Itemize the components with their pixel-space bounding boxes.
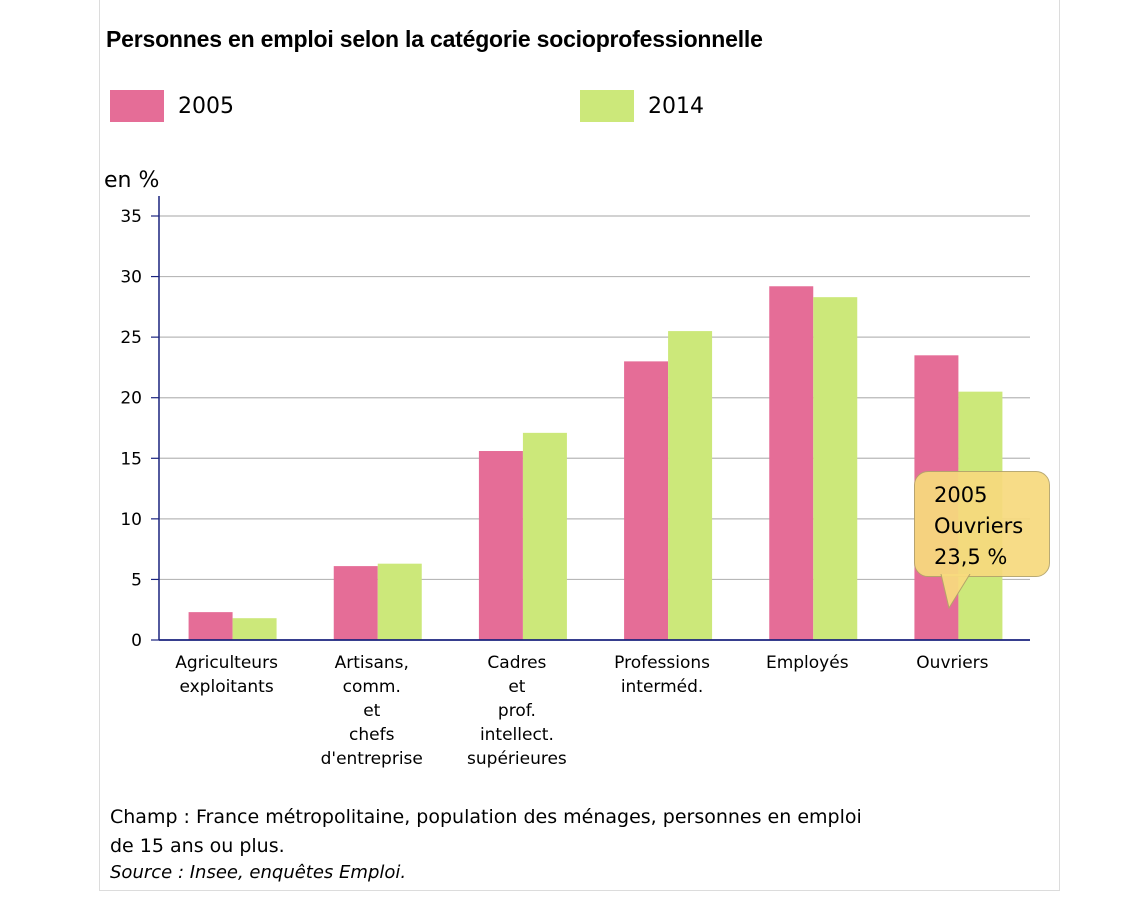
champ-line-1: Champ : France métropolitaine, populatio… — [110, 806, 862, 828]
bar-2005-cat-4 — [624, 361, 669, 640]
x-category-label-line: prof. — [498, 701, 536, 721]
x-category-label-line: chefs — [349, 725, 395, 745]
bar-2014-cat-5 — [813, 297, 858, 640]
y-tick-label-0: 0 — [131, 631, 142, 651]
y-tick-label-20: 20 — [120, 389, 142, 409]
x-category-label-line: Agriculteurs — [175, 653, 278, 673]
tooltip-text: 2005 Ouvriers 23,5 % — [934, 480, 1023, 573]
x-category-label-line: Professions — [614, 653, 710, 673]
x-category-label-4: Professions interméd. — [614, 653, 710, 697]
bar-2005-cat-5 — [769, 286, 814, 640]
x-category-label-5: Employés — [766, 653, 849, 673]
y-tick-label-30: 30 — [120, 268, 142, 288]
x-category-label-line: intellect. — [480, 725, 554, 745]
x-category-label-line: Cadres — [487, 653, 546, 673]
x-category-label-1: Agriculteurs exploitants — [175, 653, 278, 697]
chart-title: Personnes en emploi selon la catégorie s… — [106, 26, 763, 52]
legend-swatch-2014 — [580, 90, 634, 122]
champ-line-2: de 15 ans ou plus. — [110, 835, 285, 857]
x-category-label-line: et — [508, 677, 525, 697]
x-category-label-line: interméd. — [621, 677, 704, 697]
chart-frame — [99, 0, 1060, 891]
tooltip-value: 23,5 % — [934, 545, 1008, 569]
bar-2005-cat-3 — [478, 451, 523, 640]
y-tick-label-35: 35 — [120, 207, 142, 227]
tooltip-box — [914, 471, 1050, 577]
x-category-label-line: et — [363, 701, 380, 721]
x-category-label-3: Cadres et prof. intellect. supérieures — [467, 653, 567, 769]
tooltip-category: Ouvriers — [934, 514, 1024, 538]
bar-2005-cat-2 — [333, 566, 378, 640]
x-category-label-line: exploitants — [179, 677, 273, 697]
legend-swatch-2005 — [110, 90, 164, 122]
legend-label-2005: 2005 — [178, 94, 234, 119]
x-category-label-line: Employés — [766, 653, 849, 673]
x-category-label-6: Ouvriers — [916, 653, 988, 673]
bar-2014-cat-3 — [522, 432, 567, 640]
bar-2014-cat-1 — [232, 618, 277, 640]
tooltip-year: 2005 — [934, 483, 988, 507]
bar-2005-cat-1 — [188, 612, 233, 640]
bar-2014-cat-4 — [668, 331, 713, 640]
tooltip-pointer — [940, 574, 971, 610]
source-note: Source : Insee, enquêtes Emploi. — [110, 862, 407, 883]
y-axis-unit-label: en % — [104, 168, 160, 193]
x-category-label-line: Artisans, — [335, 653, 409, 673]
y-tick-label-25: 25 — [120, 328, 142, 348]
x-category-label-line: d'entreprise — [321, 749, 423, 769]
y-tick-label-15: 15 — [120, 449, 142, 469]
x-category-label-2: Artisans, comm. et chefs d'entreprise — [321, 653, 423, 769]
chart-notes: Champ : France métropolitaine, populatio… — [110, 803, 862, 885]
legend-label-2014: 2014 — [648, 94, 704, 119]
x-category-label-line: supérieures — [467, 749, 567, 769]
bar-2014-cat-2 — [377, 563, 422, 640]
y-tick-label-10: 10 — [120, 510, 142, 530]
y-tick-label-5: 5 — [131, 570, 142, 590]
x-category-label-line: comm. — [343, 677, 401, 697]
x-category-label-line: Ouvriers — [916, 653, 988, 673]
